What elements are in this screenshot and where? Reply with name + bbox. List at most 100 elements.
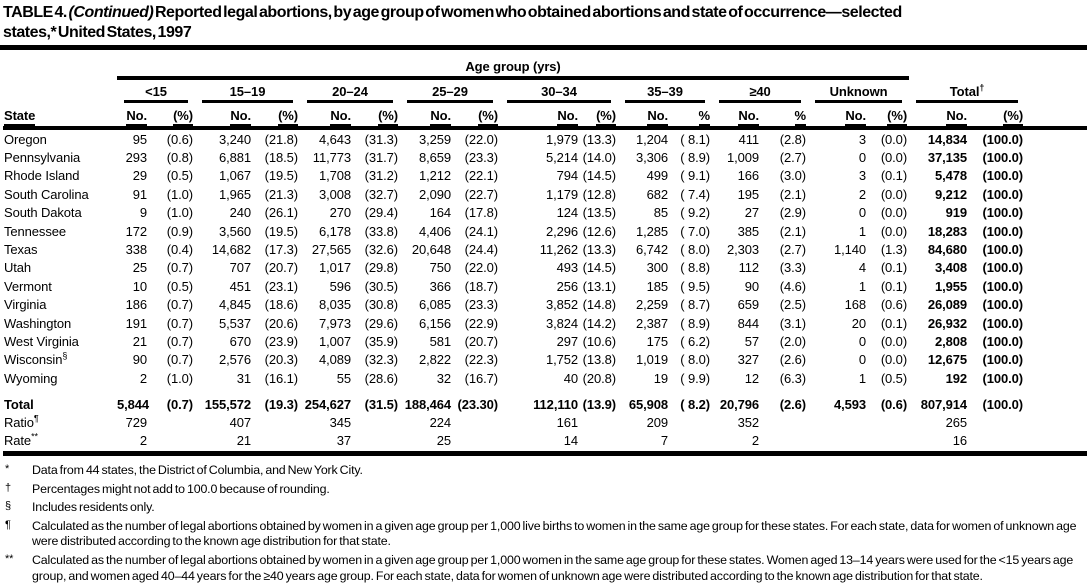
col-header-no-label: No. [557,108,578,127]
pct-cell: (0.6) [880,396,908,412]
title-text-line2: states,* United States, 1997 [3,23,192,41]
pct-cell: (20.3) [264,352,298,368]
col-header-pct-label: % [794,108,806,127]
total-col-spacer [909,57,1087,78]
pct-cell: (30.8) [364,297,398,313]
pct-cell [670,431,712,457]
no-cell: 6,881 [218,150,251,166]
no-cell: 1,965 [218,186,251,202]
state-cell: Total [3,388,117,414]
pct-cell: ( 9.9) [680,370,710,386]
page-title: TABLE 4. (Continued) Reported legal abor… [0,0,1087,42]
no-cell: 191 [125,315,147,331]
pct-cell [670,413,712,431]
continued-label: (Continued) [68,4,154,21]
pct-cell: (100.0) [982,297,1024,313]
pct-cell: (23.30) [457,396,499,412]
age-group-header: 25–29 [400,78,500,104]
footnote-text: Includes residents only. [32,500,155,515]
pct-cell: (100.0) [982,186,1024,202]
pct-cell: (16.7) [464,370,498,386]
col-header-no-label: No. [126,108,147,127]
pct-cell: (22.9) [464,315,498,331]
no-cell: 297 [556,333,578,349]
pct-cell: (13.5) [582,205,616,221]
col-header-pct: (%) [969,103,1026,131]
no-cell: 188,464 [404,396,451,412]
col-header-no-label: No. [430,108,451,127]
no-cell: 3,008 [318,186,351,202]
footnote: † Percentages might not add to 100.0 beca… [5,482,1083,498]
col-header-no: No. [300,103,353,131]
pct-cell: (2.0) [779,333,806,349]
no-cell: 256 [556,278,578,294]
pct-cell: ( 9.2) [680,205,710,221]
pct-cell: (100.0) [982,223,1024,239]
state-label: Oregon [4,131,47,147]
age-group-header: Unknown [808,78,909,104]
no-cell: 0 [858,150,866,166]
age-group-label: 35–39 [647,84,683,100]
no-cell: 670 [229,333,251,349]
pct-cell: (14.2) [582,315,616,331]
pct-cell: (31.3) [364,131,398,147]
no-cell: 451 [229,278,251,294]
no-cell: 6,178 [318,223,351,239]
no-cell: 11,773 [312,150,351,166]
pct-cell: (3.0) [779,168,806,184]
pct-cell: ( 8.9) [680,150,710,166]
no-cell: 6,742 [635,241,668,257]
no-cell: 3,306 [635,150,668,166]
footnote: ** Calculated as the number of legal abor… [5,553,1083,585]
pct-cell [253,413,300,431]
pct-cell: (0.6) [880,297,908,313]
no-cell: 37 [300,431,353,457]
age-group-rule: 15–19 [202,80,293,104]
no-cell: 366 [429,278,451,294]
no-cell: 2,303 [726,241,759,257]
pct-cell: (21.3) [264,186,298,202]
state-cell: Oregon [3,128,117,148]
no-cell: 352 [737,414,759,430]
pct-cell: ( 8.8) [680,260,710,276]
age-group-label: 20–24 [332,84,368,100]
total-row: Total 5,844 (0.7) 155,572 (19.3) 254,627 (31.5… [3,388,1087,414]
pct-cell: (2.7) [779,241,806,257]
no-cell: 750 [429,260,451,276]
no-cell: 2,808 [935,333,968,349]
no-cell: 794 [556,168,578,184]
no-cell: 1,955 [935,278,968,294]
pct-cell: (24.4) [464,241,498,257]
pct-cell: ( 7.4) [680,186,710,202]
no-cell: 4,406 [418,223,451,239]
no-cell: 596 [329,278,351,294]
ratio-row: Ratio¶ 729 407 345 224 161 209 352 265 [3,413,1087,431]
no-cell: 385 [737,223,759,239]
no-cell: 3,408 [935,260,968,276]
footnote-text: Percentages might not add to 100.0 becau… [32,481,330,496]
pct-cell [149,413,195,431]
age-group-header: 20–24 [300,78,400,104]
no-cell: 844 [737,315,759,331]
state-label: Rate [4,433,32,449]
pct-cell: ( 8.2) [680,396,710,412]
no-cell: 14,834 [927,131,968,147]
table-row: Rhode Island 29 (0.5) 1,067 (19.5) 1,708 (31.2… [3,167,1087,185]
no-cell: 327 [737,352,759,368]
no-cell: 5,844 [117,396,150,412]
pct-cell: (22.0) [464,131,498,147]
pct-cell: (13.9) [582,396,616,412]
no-cell: 499 [646,168,668,184]
state-footnote-sup: § [62,350,68,361]
pct-cell: (32.7) [364,186,398,202]
table-row: Wyoming 2 (1.0) 31 (16.1) 55 (28.6) 32 (16.7) 40(… [3,369,1087,387]
no-cell: 4,089 [318,352,351,368]
no-cell: 2,296 [545,223,578,239]
sub-header-row: State No. (%) No. (%) No. (%) No. (%) No. (%) No.%… [3,103,1087,131]
no-cell: 2,576 [218,352,251,368]
filler-cell [1025,332,1087,350]
pct-cell: (32.3) [364,352,398,368]
state-col-header-label: State [4,108,35,127]
no-cell: 1,708 [318,168,351,184]
pct-cell: (14.5) [582,260,616,276]
